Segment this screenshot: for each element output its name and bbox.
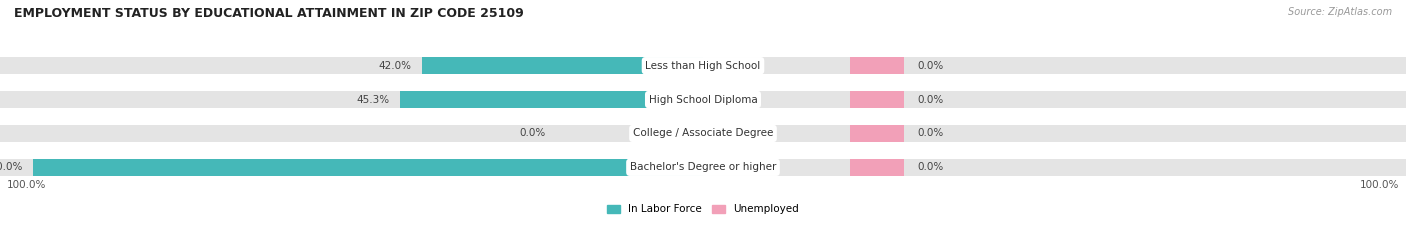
Bar bbox=[0, 158, 1406, 176]
Text: 100.0%: 100.0% bbox=[0, 162, 24, 172]
Text: 0.0%: 0.0% bbox=[519, 128, 546, 138]
Text: 0.0%: 0.0% bbox=[917, 162, 943, 172]
Bar bbox=[399, 91, 703, 108]
Text: Less than High School: Less than High School bbox=[645, 61, 761, 71]
Text: EMPLOYMENT STATUS BY EDUCATIONAL ATTAINMENT IN ZIP CODE 25109: EMPLOYMENT STATUS BY EDUCATIONAL ATTAINM… bbox=[14, 7, 524, 20]
Text: College / Associate Degree: College / Associate Degree bbox=[633, 128, 773, 138]
Bar bbox=[851, 158, 904, 176]
Bar bbox=[851, 125, 904, 142]
Bar bbox=[851, 57, 904, 75]
Bar bbox=[34, 158, 703, 176]
Text: Source: ZipAtlas.com: Source: ZipAtlas.com bbox=[1288, 7, 1392, 17]
Text: 0.0%: 0.0% bbox=[917, 61, 943, 71]
Bar bbox=[0, 125, 1406, 142]
Bar bbox=[0, 91, 1406, 108]
Bar bbox=[851, 91, 904, 108]
Bar bbox=[422, 57, 703, 75]
Legend: In Labor Force, Unemployed: In Labor Force, Unemployed bbox=[603, 200, 803, 219]
Text: High School Diploma: High School Diploma bbox=[648, 95, 758, 105]
Text: 0.0%: 0.0% bbox=[917, 95, 943, 105]
Text: 45.3%: 45.3% bbox=[357, 95, 389, 105]
Text: Bachelor's Degree or higher: Bachelor's Degree or higher bbox=[630, 162, 776, 172]
Text: 100.0%: 100.0% bbox=[1360, 180, 1399, 190]
Text: 0.0%: 0.0% bbox=[917, 128, 943, 138]
Bar bbox=[0, 57, 1406, 75]
Text: 42.0%: 42.0% bbox=[378, 61, 412, 71]
Text: 100.0%: 100.0% bbox=[7, 180, 46, 190]
